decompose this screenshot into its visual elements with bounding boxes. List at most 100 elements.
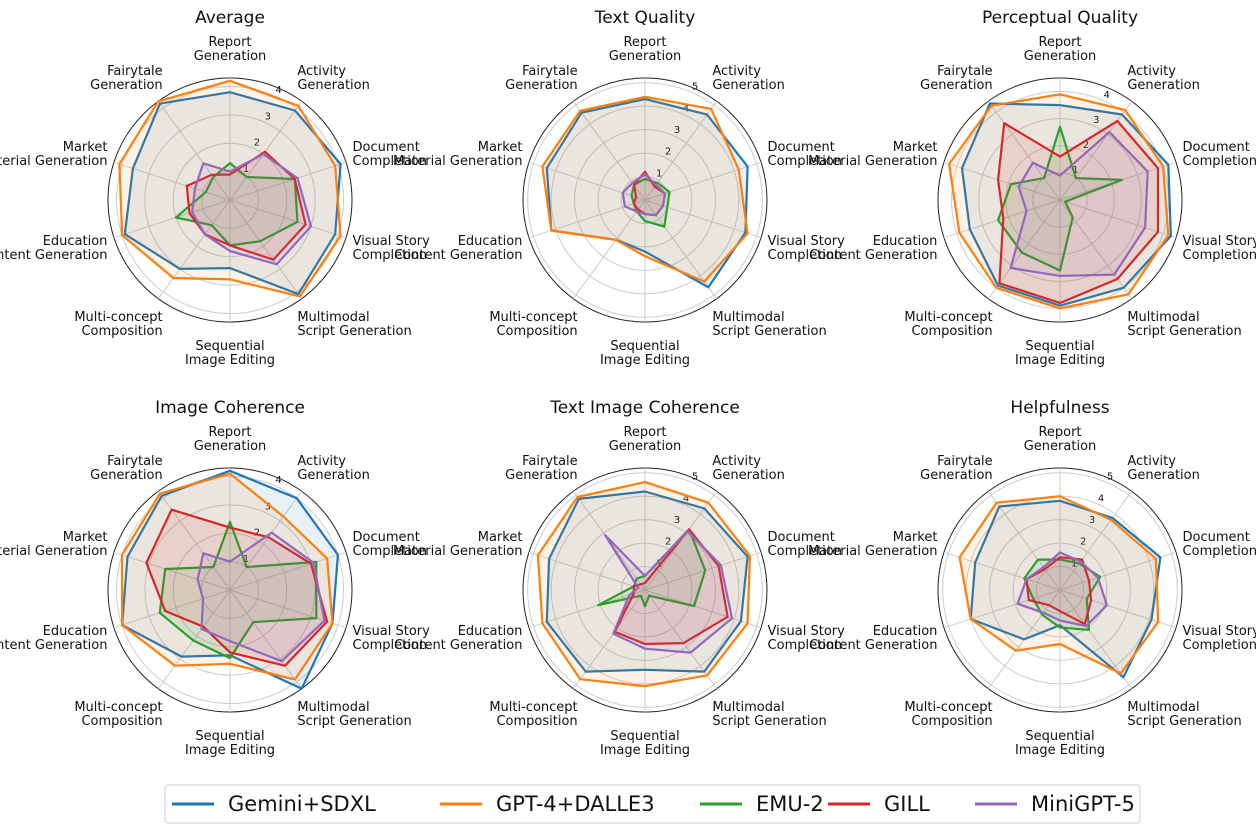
category-label: Report Generation	[1024, 35, 1097, 64]
r-tick-label: 4	[1103, 90, 1109, 101]
series-line	[603, 530, 734, 654]
category-label: Visual Story Completion	[768, 234, 846, 263]
series-line	[118, 79, 342, 298]
spoke	[157, 101, 231, 201]
series-line	[1016, 551, 1108, 628]
category-label: Multimodal Script Generation	[297, 310, 411, 339]
series-line	[621, 173, 667, 217]
r-tick-label: 3	[674, 515, 680, 526]
category-label: Activity Generation	[1127, 64, 1200, 93]
r-tick-label: 4	[683, 493, 689, 504]
series-area	[949, 94, 1169, 309]
spoke	[1059, 589, 1177, 629]
chart-title: Text Quality	[594, 8, 696, 28]
spoke	[157, 589, 231, 689]
legend-label: GPT-4+DALLE3	[496, 792, 655, 816]
chart-title: Average	[195, 8, 265, 28]
category-label: Document Completion	[768, 140, 842, 169]
category-label: Multi-concept Composition	[489, 310, 577, 339]
category-label: Activity Generation	[712, 454, 785, 483]
category-label: Sequential Image Editing	[185, 339, 275, 368]
r-tick-label: 5	[692, 472, 698, 483]
category-label: Multi-concept Composition	[904, 310, 992, 339]
r-tick-label: 3	[1089, 515, 1095, 526]
category-label: Multimodal Script Generation	[297, 700, 411, 729]
spoke	[229, 101, 303, 201]
spoke	[943, 551, 1061, 591]
spoke	[987, 101, 1061, 201]
spoke	[113, 551, 231, 591]
r-tick-label: 1	[243, 554, 249, 565]
series-line	[969, 499, 1162, 679]
series-area	[146, 509, 328, 666]
spoke	[1059, 199, 1177, 239]
series-line	[145, 508, 329, 667]
series-area	[605, 531, 732, 653]
spoke	[943, 199, 1061, 239]
series-area	[1010, 132, 1148, 276]
spoke	[572, 199, 646, 299]
series-area	[959, 496, 1159, 674]
category-label: Multi-concept Composition	[74, 700, 162, 729]
series-area	[119, 80, 341, 297]
r-tick-label: 1	[1071, 558, 1077, 569]
spoke	[1059, 101, 1133, 201]
series-line	[541, 95, 749, 283]
chart-title: Helpfulness	[1010, 398, 1109, 418]
category-label: Report Generation	[194, 425, 267, 454]
series-area	[546, 99, 748, 288]
spoke	[644, 551, 762, 591]
category-label: Visual Story Completion	[768, 624, 846, 653]
r-tick-label: 2	[254, 528, 260, 539]
series-area	[542, 96, 748, 282]
series-line	[997, 119, 1160, 305]
series-line	[158, 520, 318, 660]
series-line	[191, 153, 313, 266]
series-area	[186, 151, 306, 260]
category-label: Sequential Image Editing	[1015, 339, 1105, 368]
spoke	[157, 491, 231, 591]
r-tick-label: 1	[656, 168, 662, 179]
category-label: Report Generation	[609, 425, 682, 454]
spoke	[157, 199, 231, 299]
legend-label: EMU-2	[756, 792, 824, 816]
category-label: Multimodal Script Generation	[712, 310, 826, 339]
category-label: Visual Story Completion	[1183, 624, 1256, 653]
spoke	[528, 589, 646, 629]
radar-chart: 1 2 3 4 Report Generation Activity Generation Do…	[0, 8, 430, 368]
r-tick-label: 4	[1098, 493, 1104, 504]
r-tick-label: 5	[1107, 472, 1113, 483]
series-area	[1026, 557, 1092, 625]
category-label: Sequential Image Editing	[1015, 729, 1105, 758]
series-area	[192, 154, 311, 265]
spoke	[229, 491, 303, 591]
r-tick-label: 1	[243, 164, 249, 175]
series-area	[197, 532, 325, 662]
r-tick-label: 5	[692, 82, 698, 93]
r-tick-label: 2	[1080, 537, 1086, 548]
r-tick-label: 2	[1083, 140, 1089, 151]
category-label: Sequential Image Editing	[600, 729, 690, 758]
category-label: Multimodal Script Generation	[712, 700, 826, 729]
category-label: Fairytale Generation	[90, 64, 163, 93]
category-label: Fairytale Generation	[920, 454, 993, 483]
legend-box	[164, 784, 1141, 824]
radar-chart: 1 2 3 4 Report Generation Activity Generation Do…	[808, 8, 1256, 368]
series-line	[960, 102, 1172, 307]
category-label: Document Completion	[353, 140, 427, 169]
series-area	[176, 163, 298, 246]
series-line	[948, 93, 1170, 310]
r-tick-label: 1	[656, 558, 662, 569]
category-label: Visual Story Completion	[353, 234, 431, 263]
category-label: Fairytale Generation	[505, 64, 578, 93]
series-area	[598, 529, 706, 607]
